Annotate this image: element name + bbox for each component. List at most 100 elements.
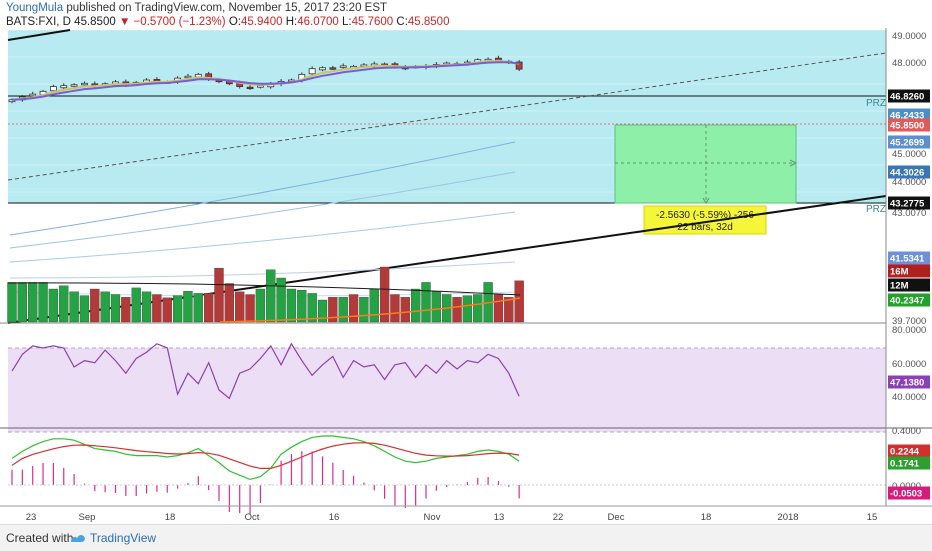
measure-tooltip bbox=[643, 205, 767, 235]
open-value: 45.9400 bbox=[240, 16, 283, 28]
volume-bar-up bbox=[183, 291, 193, 323]
volume-bar-down bbox=[493, 294, 504, 323]
macd-badge-bg bbox=[888, 444, 930, 458]
publish-line: YoungMula published on TradingView.com, … bbox=[6, 2, 387, 15]
measure-line-2: 22 bars, 32d bbox=[677, 222, 733, 233]
bear-candle bbox=[246, 86, 254, 90]
volume-badge: 40.2347 bbox=[890, 296, 924, 307]
time-tick-label: 13 bbox=[494, 512, 505, 523]
measure-tooltip-box bbox=[643, 205, 767, 235]
bull-candle bbox=[308, 68, 316, 75]
volume-bar-up bbox=[462, 295, 473, 323]
symbol-label[interactable]: BATS:FXI, D bbox=[6, 16, 71, 28]
volume-bar-up bbox=[421, 282, 431, 323]
macd-badge-bg bbox=[888, 456, 930, 470]
volume-bar-up bbox=[17, 282, 28, 323]
time-tick-label: 16 bbox=[329, 512, 340, 523]
time-tick-label: Dec bbox=[608, 512, 625, 523]
volume-bar-up bbox=[28, 282, 38, 323]
rsi-badge-bg bbox=[888, 375, 930, 389]
price-badge: 46.8260 bbox=[890, 92, 924, 103]
high-label: H: bbox=[285, 16, 298, 28]
time-tick-label: Nov bbox=[424, 512, 441, 523]
down-arrow-icon: ▼ bbox=[118, 16, 131, 28]
volume-overlay-line bbox=[219, 297, 521, 323]
last-price: 45.8500 bbox=[74, 16, 116, 28]
price-badge-bg bbox=[888, 165, 930, 179]
volume-badge-bg bbox=[888, 264, 930, 278]
price-change: −0.5700 (−1.23%) bbox=[133, 16, 226, 28]
volume-bar-up bbox=[172, 295, 183, 323]
volume-bar-down bbox=[452, 297, 462, 323]
volume-bar-down bbox=[379, 266, 390, 323]
rsi-badge: 47.1380 bbox=[890, 378, 924, 389]
volume-bar-up bbox=[38, 282, 48, 323]
low-value: 45.7600 bbox=[351, 16, 394, 28]
bull-candle bbox=[60, 85, 68, 89]
macd-tick-label: 0.4000 bbox=[892, 426, 921, 437]
price-badge-bg bbox=[888, 118, 930, 132]
bull-candle bbox=[184, 75, 192, 79]
macd-signal-line bbox=[11, 442, 520, 469]
price-badge: 46.2433 bbox=[890, 111, 924, 122]
ma-fan-line bbox=[9, 171, 516, 249]
footer-bar: Created with TradingView bbox=[0, 524, 932, 551]
volume-bar-up bbox=[473, 294, 483, 323]
rsi-band bbox=[8, 348, 886, 432]
price-badge: 45.8500 bbox=[890, 121, 924, 132]
rsi-tick-label: 80.0000 bbox=[892, 325, 926, 336]
volume-bar-down bbox=[203, 293, 214, 323]
volume-bar-up bbox=[410, 288, 421, 323]
rsi-tick-label: 60.0000 bbox=[892, 359, 926, 370]
volume-badge: 16M bbox=[890, 267, 909, 278]
volume-bar-up bbox=[338, 297, 348, 323]
ma-fan-line bbox=[9, 141, 516, 236]
bear-candle bbox=[329, 67, 337, 70]
close-value: 45.8500 bbox=[407, 16, 450, 28]
tradingview-logo-icon bbox=[71, 535, 85, 542]
time-tick-label: 18 bbox=[701, 512, 712, 523]
volume-bar-up bbox=[110, 294, 121, 323]
volume-bar-down bbox=[390, 294, 400, 323]
time-tick-label: 23 bbox=[26, 512, 37, 523]
price-badge: 43.2775 bbox=[890, 199, 925, 210]
volume-ma-line bbox=[7, 282, 521, 296]
tradingview-brand-link[interactable]: TradingView bbox=[90, 531, 157, 545]
volume-bar-down bbox=[514, 280, 524, 323]
volume-bar-up bbox=[317, 299, 328, 323]
upper-channel-line bbox=[7, 52, 887, 181]
volume-bar-down bbox=[121, 297, 131, 323]
volume-bar-up bbox=[369, 288, 379, 323]
time-tick-label: 15 bbox=[867, 512, 878, 523]
price-badge: 45.2699 bbox=[890, 138, 924, 149]
bear-candle bbox=[153, 79, 161, 82]
volume-bar-down bbox=[90, 288, 100, 323]
volume-bar-up bbox=[131, 287, 141, 323]
sma-line bbox=[11, 61, 520, 101]
ohlc-legend: BATS:FXI, D 45.8500 ▼ −0.5700 (−1.23%) O… bbox=[6, 16, 449, 29]
volume-bar-up bbox=[297, 289, 307, 323]
volume-bar-down bbox=[235, 291, 245, 323]
created-with-label: Created with bbox=[6, 531, 74, 545]
time-tick-label: Sep bbox=[79, 512, 96, 523]
volume-bar-down bbox=[214, 267, 224, 323]
time-tick-label: 18 bbox=[165, 512, 176, 523]
measure-line-1: -2.5630 (-5.59%) -256 bbox=[656, 210, 754, 221]
publish-info: published on TradingView.com, November 1… bbox=[66, 2, 388, 14]
volume-bars bbox=[7, 266, 524, 323]
bull-candle bbox=[29, 93, 37, 97]
price-badge-bg bbox=[888, 251, 930, 265]
time-tick-label: Oct bbox=[245, 512, 260, 523]
volume-bar-down bbox=[348, 294, 359, 323]
price-tick-label: 39.7000 bbox=[892, 316, 926, 327]
volume-bar-down bbox=[224, 283, 235, 323]
time-tick-label: 22 bbox=[553, 512, 564, 523]
author-name[interactable]: YoungMula bbox=[6, 2, 64, 14]
volume-bar-down bbox=[245, 294, 255, 323]
rsi-line bbox=[11, 342, 520, 400]
volume-bar-down bbox=[400, 297, 410, 323]
volume-bar-down bbox=[152, 294, 162, 323]
volume-bar-up bbox=[48, 288, 59, 323]
volume-bar-up bbox=[7, 282, 17, 323]
